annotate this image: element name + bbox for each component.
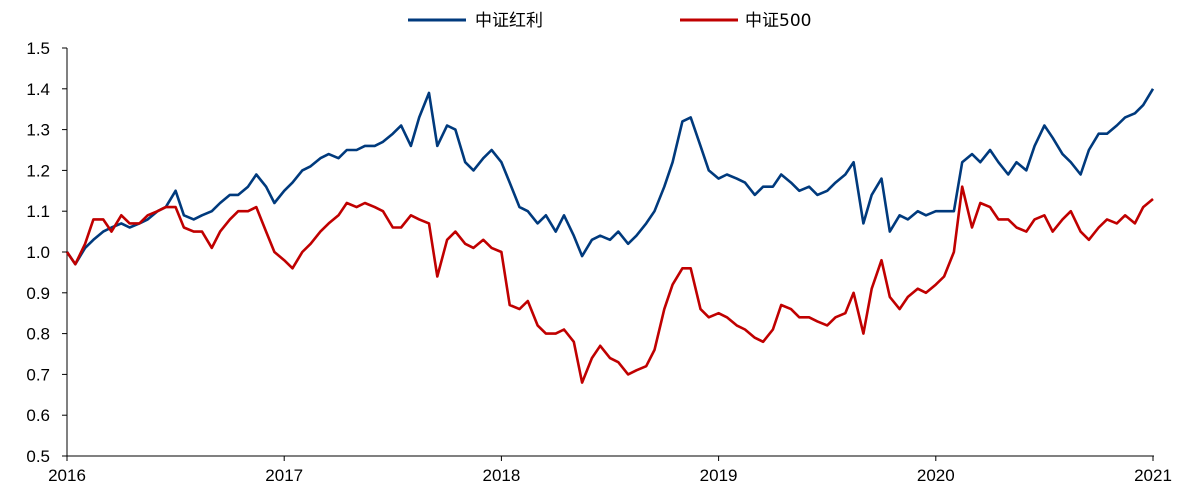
x-tick-label: 2019 [700,466,738,485]
y-tick-label: 1.1 [26,202,50,221]
x-tick-label: 2018 [482,466,520,485]
y-tick-label: 0.5 [26,447,50,466]
x-tick-label: 2017 [265,466,303,485]
legend: 中证红利 中证500 [408,11,811,31]
x-tick-label: 2021 [1134,466,1172,485]
y-tick-label: 0.6 [26,406,50,425]
y-tick-label: 0.9 [26,284,50,303]
y-tick-label: 0.8 [26,325,50,344]
y-tick-label: 1.2 [26,161,50,180]
series-line-csi500 [65,185,1154,384]
y-tick-label: 1.5 [26,39,50,58]
x-tick-label: 2016 [48,466,86,485]
x-tick-label: 2020 [917,466,955,485]
series-line-dividend [65,88,1155,266]
y-tick-label: 1.0 [26,243,50,262]
legend-label-csi500: 中证500 [745,11,811,31]
y-tick-label: 1.3 [26,121,50,140]
y-tick-label: 1.4 [26,80,50,99]
y-tick-label: 0.7 [26,365,50,384]
legend-label-dividend: 中证红利 [475,11,543,31]
